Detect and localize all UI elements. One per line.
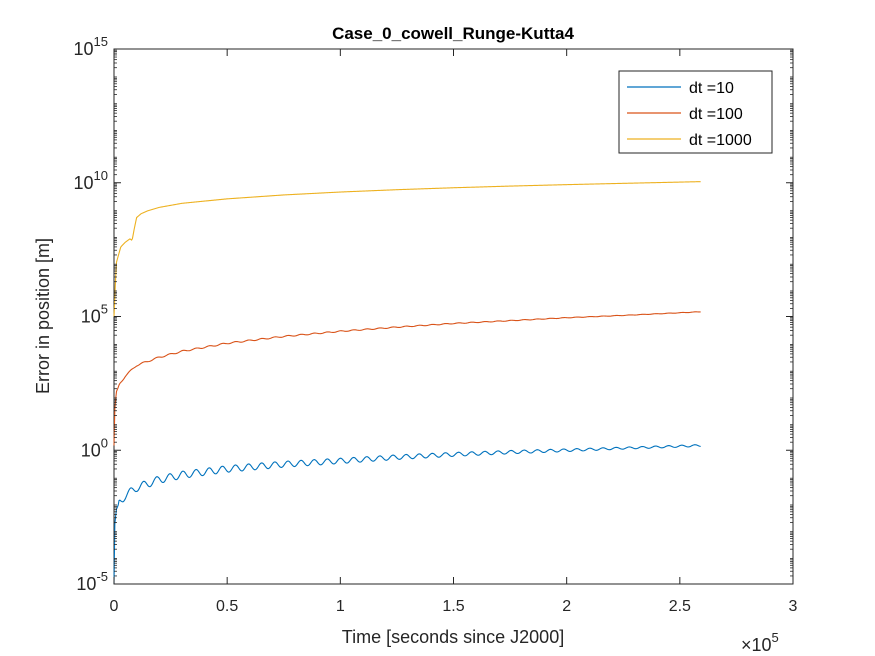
x-tick-label: 0: [110, 598, 119, 615]
y-tick-label: 1015: [74, 34, 109, 59]
x-exponent-multiplier: ×105: [741, 630, 779, 655]
chart-title: Case_0_cowell_Runge-Kutta4: [332, 24, 574, 43]
y-tick-label-base: 10: [81, 307, 101, 327]
y-tick-label-base: 10: [74, 39, 94, 59]
y-tick-label-exponent: 10: [94, 168, 108, 183]
y-tick-label: 100: [81, 435, 108, 460]
y-tick-label-exponent: 5: [101, 302, 108, 317]
y-tick-label: 10-5: [76, 569, 108, 594]
y-axis-label: Error in position [m]: [33, 238, 53, 394]
y-tick-label-exponent: 0: [101, 435, 108, 450]
x-tick-label: 3: [789, 598, 798, 615]
legend: dt =10 dt =100 dt =1000: [618, 70, 773, 154]
series-layer: [113, 181, 701, 585]
x-tick-label: 2.5: [669, 598, 691, 615]
x-tick-label: 0.5: [216, 598, 238, 615]
x-axis-label: Time [seconds since J2000]: [342, 627, 564, 647]
x-tick-label: 1: [336, 598, 345, 615]
x-exponent-base: ×10: [741, 635, 772, 655]
y-tick-label-base: 10: [76, 574, 96, 594]
series-line-dt10: [113, 444, 701, 585]
y-tick-label-exponent: -5: [96, 569, 108, 584]
legend-label-dt10: dt =10: [689, 80, 734, 97]
series-line-dt1000: [113, 181, 701, 317]
legend-label-dt100: dt =100: [689, 106, 743, 123]
y-tick-label: 105: [81, 302, 108, 327]
x-exponent-power: 5: [772, 630, 779, 645]
x-tick-label: 1.5: [442, 598, 464, 615]
y-tick-label-exponent: 15: [94, 34, 108, 49]
series-line-dt100: [113, 311, 701, 446]
legend-label-dt1000: dt =1000: [689, 132, 752, 149]
y-tick-label-base: 10: [74, 173, 94, 193]
y-tick-label-base: 10: [81, 440, 101, 460]
y-tick-label: 1010: [74, 168, 109, 193]
x-tick-label: 2: [562, 598, 571, 615]
